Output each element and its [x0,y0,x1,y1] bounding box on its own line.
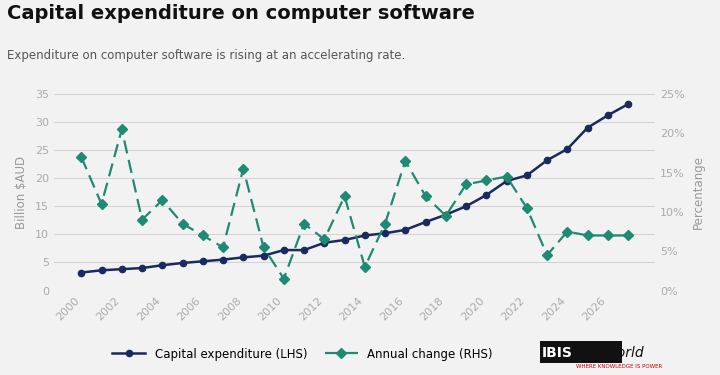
Text: WHERE KNOWLEDGE IS POWER: WHERE KNOWLEDGE IS POWER [576,364,662,369]
Y-axis label: Billion $AUD: Billion $AUD [15,156,28,229]
Y-axis label: Percentange: Percentange [692,155,705,229]
Legend: Capital expenditure (LHS), Annual change (RHS): Capital expenditure (LHS), Annual change… [107,343,498,365]
Text: Capital expenditure on computer software: Capital expenditure on computer software [7,4,475,23]
Text: IBIS: IBIS [541,346,572,360]
Bar [540,341,622,363]
Text: Expenditure on computer software is rising at an accelerating rate.: Expenditure on computer software is risi… [7,49,405,62]
Text: World: World [603,346,644,360]
